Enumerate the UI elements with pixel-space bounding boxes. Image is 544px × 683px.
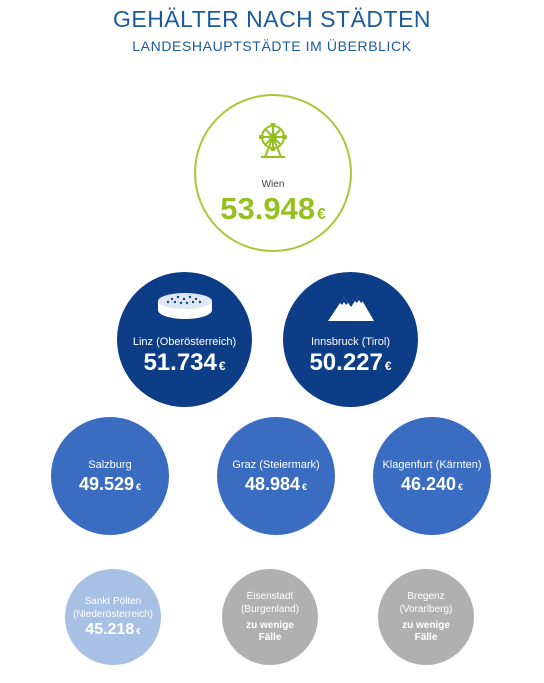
city-name: Wien [261, 178, 285, 190]
note-line2: Fälle [258, 632, 282, 643]
currency-symbol: € [384, 359, 392, 374]
currency-symbol: € [302, 481, 308, 492]
salary-number: 53.948 [220, 190, 316, 226]
currency-symbol: € [458, 481, 464, 492]
city-name: Klagenfurt (Kärnten) [382, 458, 482, 471]
city-name-line1: Bregenz [407, 591, 445, 602]
city-name: Bregenz (Vorarlberg) [400, 590, 453, 616]
salary-value: 51.734 € [143, 350, 225, 376]
salary-value: 49.529 € [78, 473, 142, 495]
currency-symbol: € [317, 205, 326, 223]
city-circle-klagenfurt: Klagenfurt (Kärnten) 46.240 € [373, 417, 491, 535]
salary-number: 50.227 [309, 349, 383, 377]
salary-value: 50.227 € [309, 350, 391, 376]
city-name-line1: Eisenstadt [246, 591, 294, 602]
salary-number: 51.734 [143, 349, 217, 377]
salary-number: 48.984 [244, 473, 301, 494]
city-name-line2: (Burgenland) [241, 604, 299, 615]
city-name: Salzburg [88, 458, 132, 471]
city-circle-eisenstadt: Eisenstadt (Burgenland) zu wenige Fälle [222, 569, 318, 665]
city-circle-salzburg: Salzburg 49.529 € [51, 417, 169, 535]
salary-value: 46.240 € [400, 473, 464, 495]
city-circle-innsbruck: Innsbruck (Tirol) 50.227 € [283, 272, 418, 407]
note-line2: Fälle [414, 632, 438, 643]
salary-value: 53.948 € [220, 190, 326, 226]
city-circle-sankt-poelten: Sankt Pölten (Niederösterreich) 45.218 € [65, 569, 161, 665]
city-name: Sankt Pölten (Niederösterreich) [73, 595, 153, 621]
city-circle-bregenz: Bregenz (Vorarlberg) zu wenige Fälle [378, 569, 474, 665]
insufficient-data-note: zu wenige Fälle [246, 620, 294, 644]
page-title: GEHÄLTER NACH STÄDTEN [112, 6, 432, 32]
insufficient-data-note: zu wenige Fälle [402, 620, 450, 644]
note-line1: zu wenige [402, 620, 450, 631]
mountain-icon [327, 292, 375, 327]
city-circle-linz: Linz (Oberösterreich) 51.734 € [117, 272, 252, 407]
salary-number: 46.240 [400, 473, 457, 494]
salary-number: 45.218 [85, 621, 135, 639]
note-line1: zu wenige [246, 620, 294, 631]
city-name-line2: (Vorarlberg) [399, 604, 453, 615]
cake-icon [156, 292, 214, 327]
city-name: Graz (Steiermark) [232, 458, 320, 471]
salary-value: 48.984 € [244, 473, 308, 495]
ferris-wheel-icon [256, 122, 290, 165]
currency-symbol: € [218, 359, 226, 374]
city-name: Eisenstadt (Burgenland) [241, 590, 299, 616]
city-name-line1: Sankt Pölten [84, 596, 142, 608]
salary-value: 45.218 € [85, 621, 140, 639]
city-circle-graz: Graz (Steiermark) 48.984 € [217, 417, 335, 535]
city-name: Linz (Oberösterreich) [132, 336, 237, 349]
city-name: Innsbruck (Tirol) [310, 336, 391, 349]
city-name-line2: (Niederösterreich) [72, 609, 154, 621]
city-circle-wien: Wien 53.948 € [194, 94, 352, 252]
page-subtitle: LANDESHAUPTSTÄDTE IM ÜBERBLICK [132, 38, 412, 54]
currency-symbol: € [136, 481, 142, 492]
salary-number: 49.529 [78, 473, 135, 494]
currency-symbol: € [136, 627, 141, 637]
